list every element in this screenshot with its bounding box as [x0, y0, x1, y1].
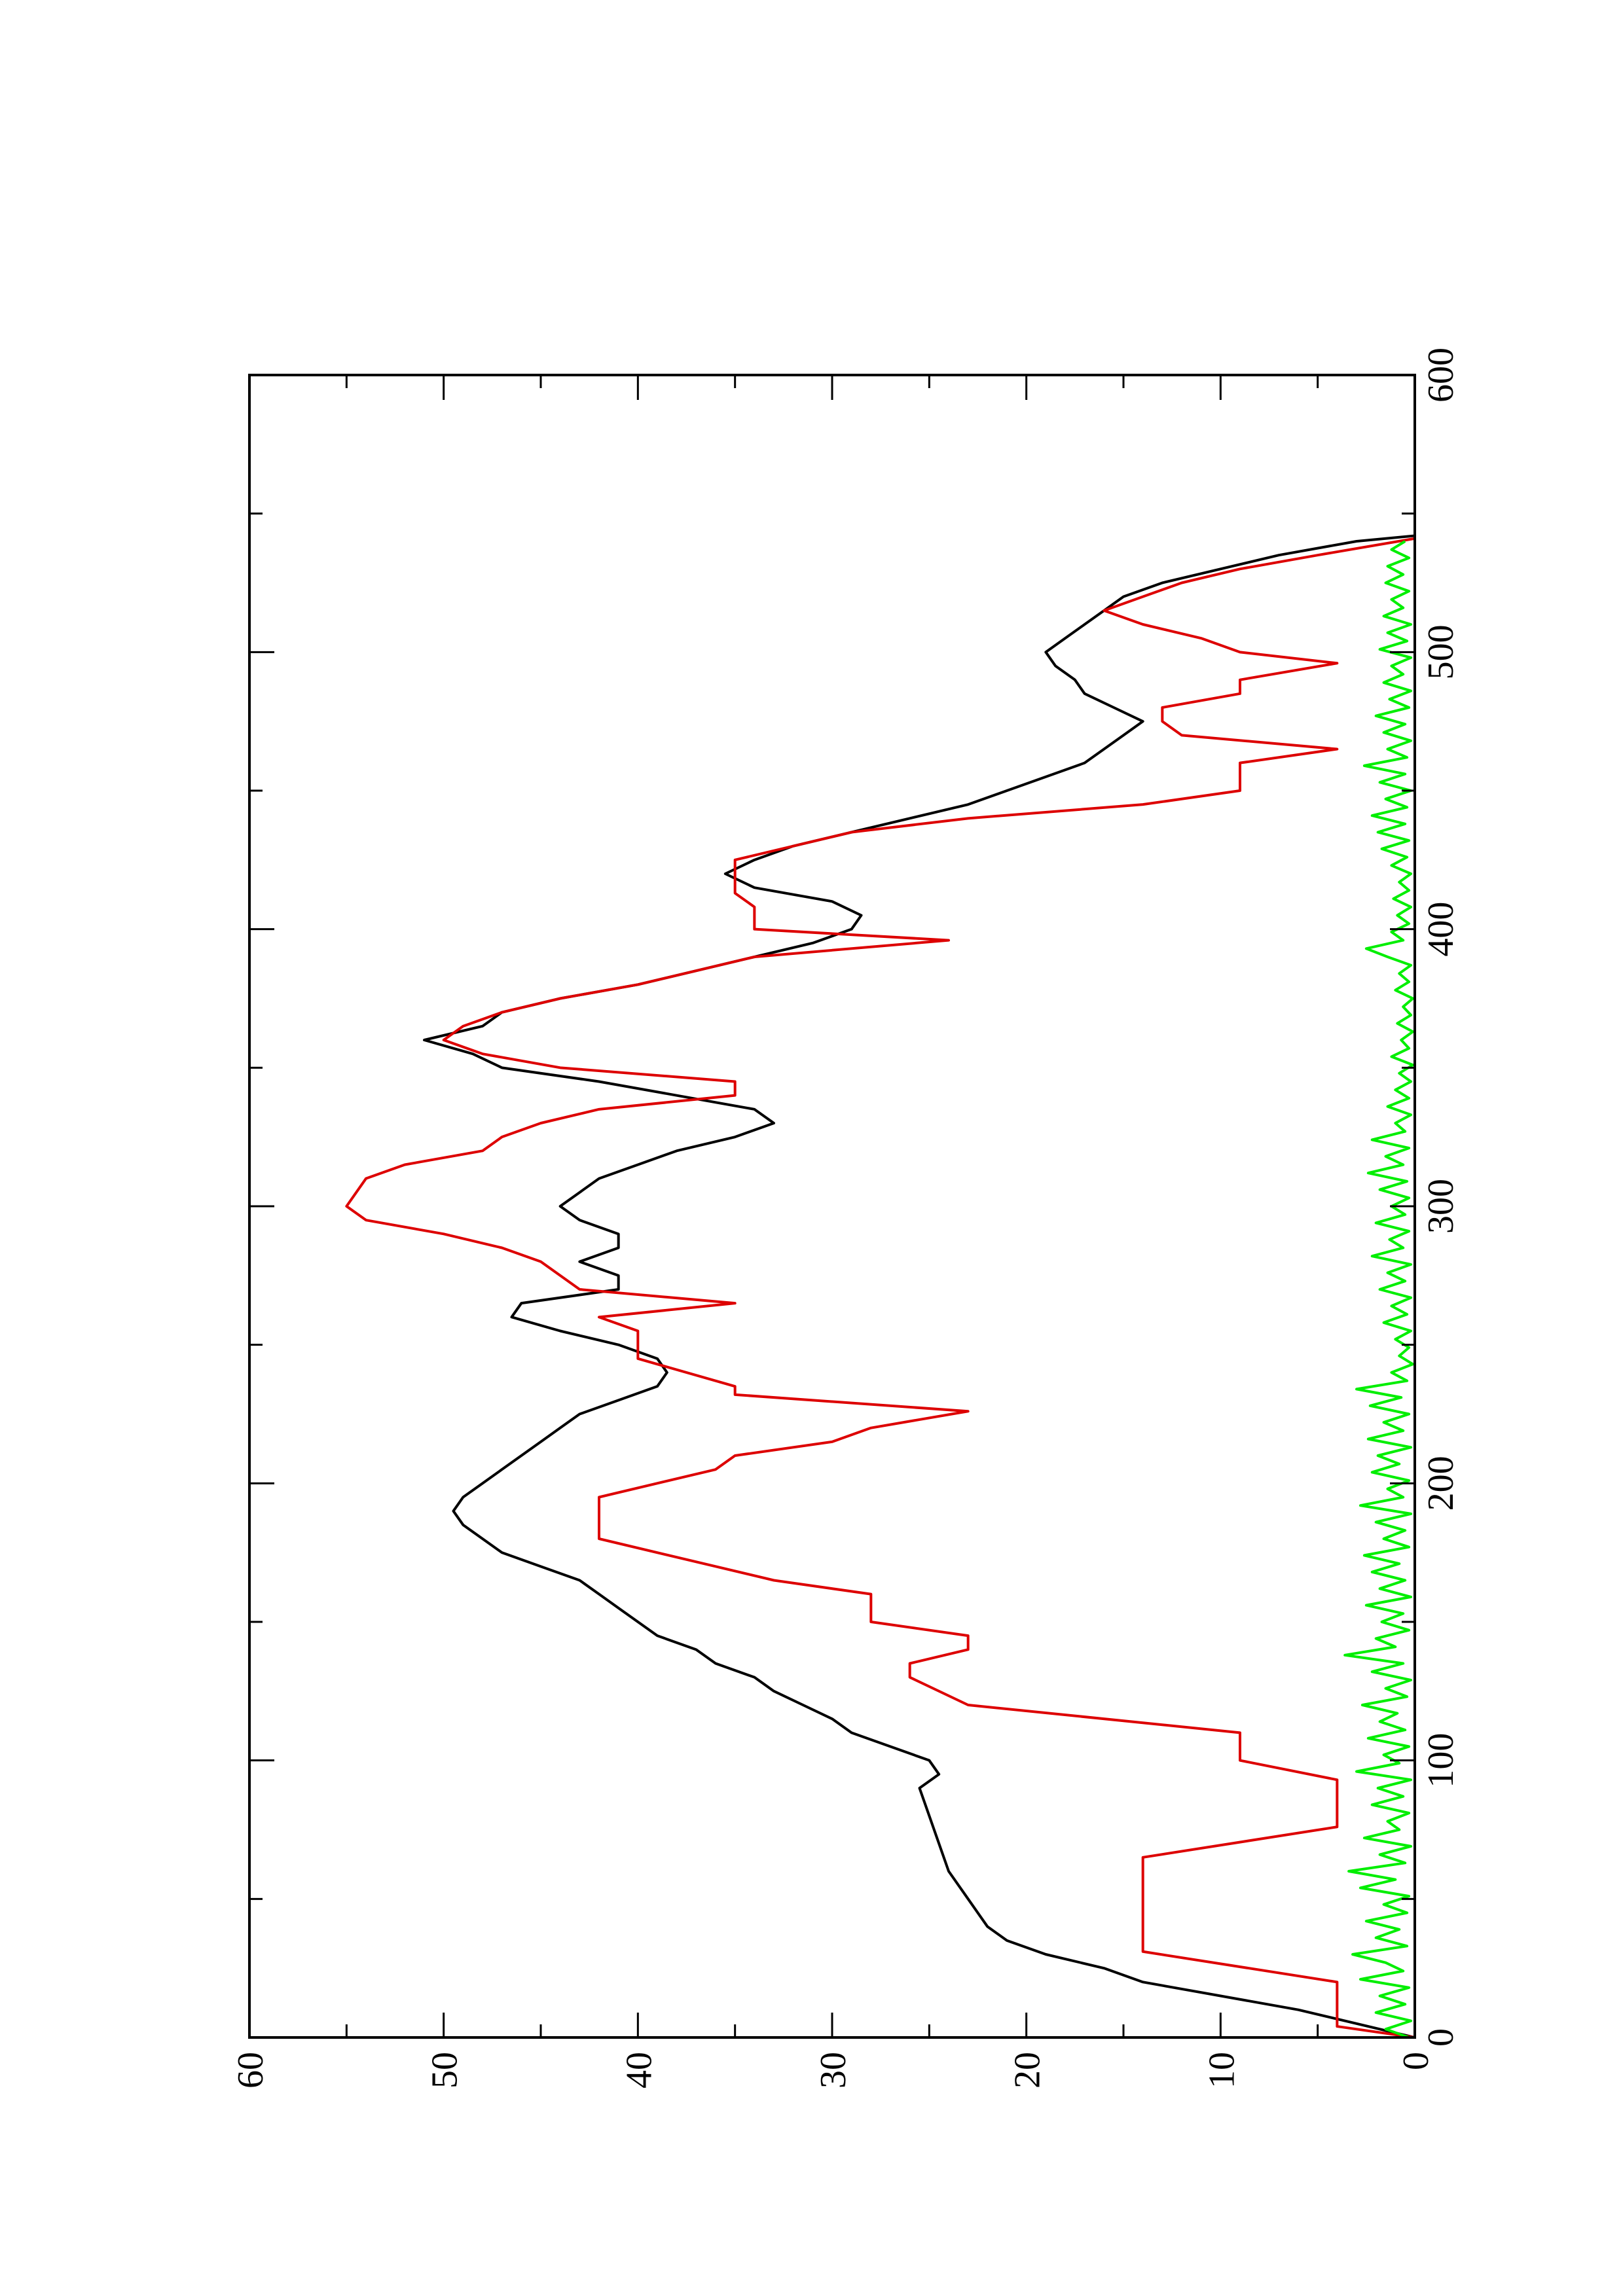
y-tick-label: 50 — [425, 2052, 465, 2089]
x-tick-label: 100 — [1421, 1733, 1461, 1788]
x-tick-label: 0 — [1421, 2028, 1461, 2047]
y-tick-label: 30 — [813, 2052, 854, 2089]
x-tick-label: 400 — [1421, 902, 1461, 957]
x-tick-label: 500 — [1421, 624, 1461, 679]
series-line-2 — [345, 537, 1415, 2039]
series-lines — [345, 534, 1415, 2039]
y-tick-label: 10 — [1201, 2052, 1242, 2089]
axis-ticks — [248, 374, 1416, 2039]
y-tick-label: 20 — [1008, 2052, 1048, 2089]
x-tick-label: 300 — [1421, 1179, 1461, 1234]
y-tick-label: 40 — [619, 2052, 659, 2089]
x-tick-label: 600 — [1421, 348, 1461, 403]
x-tick-label: 200 — [1421, 1456, 1461, 1511]
plot-frame — [248, 374, 1416, 2039]
y-tick-label: 60 — [230, 2052, 271, 2089]
series-line-1 — [423, 534, 1415, 2039]
y-tick-label: 0 — [1396, 2052, 1436, 2070]
axis-tick-labels: 0 100 200 300 400 500 600 0 10 20 30 40 50 60 — [230, 348, 1461, 2089]
series-line-3 — [1343, 540, 1415, 2039]
